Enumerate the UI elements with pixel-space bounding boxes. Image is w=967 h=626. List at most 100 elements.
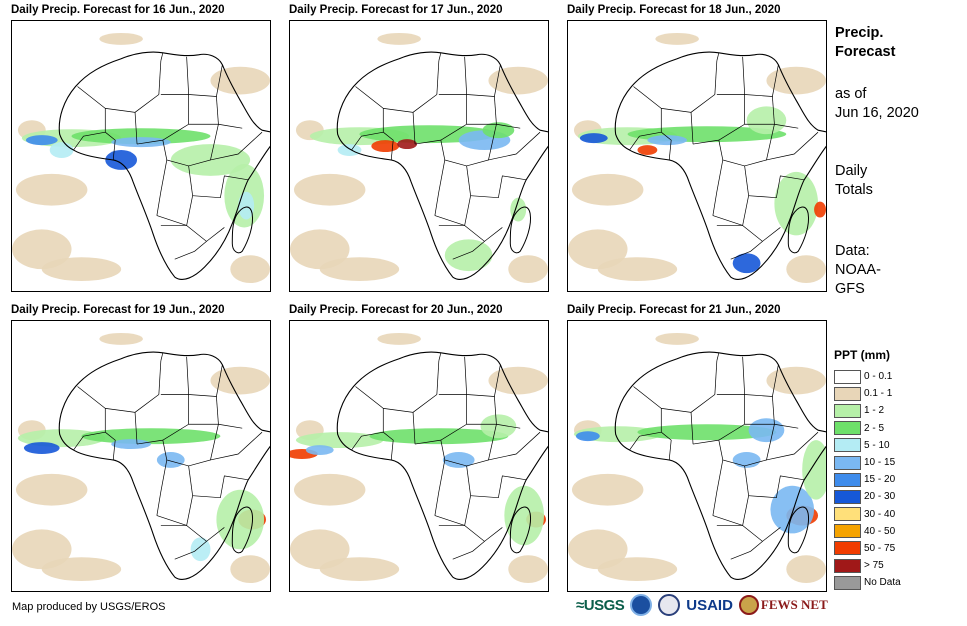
country-border [748,475,805,499]
precip-area [337,144,362,156]
country-border [661,94,716,113]
country-border [712,459,724,516]
country-border [77,386,106,433]
precip-area [568,529,628,570]
africa-precip-map [567,320,827,592]
precip-area [41,557,122,582]
map-canvas [568,332,826,584]
fews-globe-icon [738,595,759,615]
country-border [156,459,168,516]
precip-area [802,440,826,500]
legend-swatch [834,369,861,384]
africa-precip-map [289,20,549,292]
country-border [744,465,749,496]
legend-label: 50 - 75 [864,542,896,554]
legend-swatch [834,558,861,573]
legend-row: 20 - 30 [834,488,901,505]
precip-area [12,229,72,270]
legend-label: 5 - 10 [864,439,890,451]
precip-area [571,173,644,206]
logo-bar: ≈USGS USAID FEWS NET [576,594,828,616]
precip-area [290,529,350,570]
country-border [156,159,168,216]
country-border [466,465,471,496]
legend-label: 40 - 50 [864,525,896,537]
precip-area [748,418,785,443]
precip-area [397,139,418,150]
precip-area [190,537,211,562]
precip-area [15,173,88,206]
country-border [716,352,720,361]
country-border [383,131,394,161]
country-border [742,56,745,125]
map-canvas [568,32,826,284]
totals-note: Daily Totals [835,162,873,200]
country-border [158,60,162,95]
precip-area [655,332,699,345]
as-of-label: as of [835,86,867,102]
as-of-value: Jun 16, 2020 [835,105,919,121]
country-border [174,541,207,560]
country-border [748,175,805,199]
legend-row: 0.1 - 1 [834,385,901,402]
panel-title: Daily Precip. Forecast for 17 Jun., 2020 [289,4,503,16]
legend-label: No Data [864,577,901,589]
precip-area [732,452,761,468]
precip-area [770,485,815,534]
country-border [714,360,718,395]
precip-area [377,332,421,345]
country-border [355,386,384,433]
legend-row: 15 - 20 [834,471,901,488]
precip-area [81,428,221,445]
precip-area [230,555,270,584]
fews-net-text: FEWS NET [760,597,828,612]
coastline [58,51,270,280]
country-border [661,394,716,413]
country-border [412,412,416,445]
country-border [412,112,416,145]
madagascar-outline [231,206,254,254]
panel-title: Daily Precip. Forecast for 21 Jun., 2020 [567,304,781,316]
legend-row: 0 - 0.1 [834,368,901,385]
country-border [160,195,193,226]
country-border [466,165,471,196]
country-border [210,431,263,461]
precip-area [41,257,122,282]
madagascar-outline [509,506,532,554]
country-border [464,56,467,125]
legend-swatch [834,472,861,487]
country-border [73,131,106,151]
madagascar-outline [509,206,532,254]
legend-label: 0 - 0.1 [864,371,893,383]
legend-swatch [834,403,861,418]
country-border [210,131,263,161]
country-border [742,356,745,425]
country-border [714,60,718,95]
country-border [742,225,781,242]
usaid-logo: USAID [686,596,733,614]
legend-label: 30 - 40 [864,508,896,520]
country-border [744,165,749,196]
country-border [716,52,720,61]
country-border [730,541,763,560]
precip-area [319,557,400,582]
data-source: Data: NOAA- GFS [835,242,881,299]
country-border [629,131,662,151]
precip-area [488,66,548,95]
sidebar-title: Precip. Forecast [835,24,895,62]
precip-area [579,133,608,144]
precip-area [99,32,143,45]
map-canvas [290,332,548,584]
precip-area [290,229,350,270]
africa-precip-map [289,320,549,592]
precip-area [238,191,255,220]
legend-label: 2 - 5 [864,422,885,434]
country-border [188,123,243,129]
title-line: Precip. [835,25,884,41]
legend-row: 40 - 50 [834,523,901,540]
country-border [434,515,465,526]
country-border [661,131,672,161]
legend-swatch [834,438,861,453]
precip-area [210,366,270,395]
coastline [614,51,826,280]
